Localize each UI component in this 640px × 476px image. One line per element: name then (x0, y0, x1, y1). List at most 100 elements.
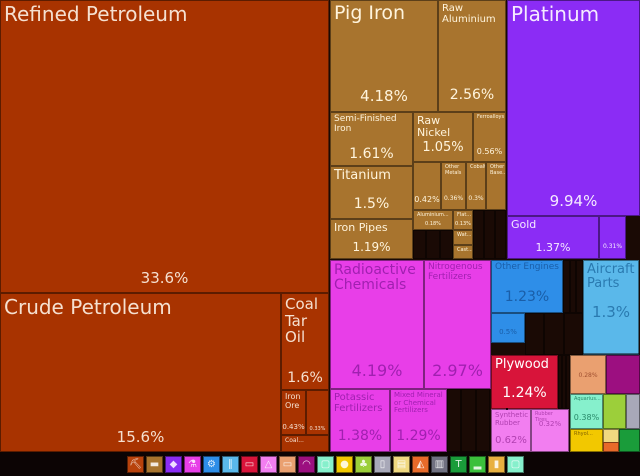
treemap-cell[interactable]: Radioactive Chemicals 4.19% (330, 260, 424, 389)
treemap-cell[interactable] (495, 210, 506, 259)
treemap-cell[interactable] (619, 429, 640, 452)
treemap-cell[interactable]: Potassic Fertilizers 1.38% (330, 389, 390, 452)
treemap-cell[interactable]: Plywood 1.24% (491, 355, 558, 409)
treemap-cell[interactable]: Crude Petroleum 15.6% (0, 293, 281, 452)
foodstuffs-icon[interactable]: ▤ (393, 456, 410, 473)
treemap-cell[interactable]: Raw Aluminium 2.56% (438, 0, 506, 112)
treemap-cell[interactable] (558, 355, 562, 409)
treemap-cell[interactable]: Gold 1.37% (507, 216, 599, 259)
treemap-cell[interactable] (426, 230, 440, 259)
cell-value: 1.24% (502, 385, 547, 401)
animal-icon[interactable]: ● (336, 456, 353, 473)
cell-value: 2.56% (449, 87, 495, 103)
treemap-cell[interactable]: Refined Petroleum 33.6% (0, 0, 329, 293)
treemap-cell[interactable]: Ferroalloys 0.56% (473, 112, 506, 162)
treemap-cell[interactable]: Cobalt 0.3% (466, 162, 486, 210)
treemap-cell[interactable]: Flat... 0.13% (453, 210, 473, 230)
treemap-cell[interactable] (606, 355, 640, 394)
treemap-cell[interactable] (601, 353, 621, 355)
treemap-cell[interactable]: Semi-Finished Iron 1.61% (330, 112, 413, 166)
mineral-pick-icon[interactable]: ⛏ (127, 456, 144, 473)
treemap-cell[interactable] (461, 389, 476, 452)
treemap-cell[interactable]: 0.33% (306, 390, 329, 435)
wood-icon[interactable]: ▭ (241, 456, 258, 473)
cell-value: 1.05% (422, 140, 464, 155)
treemap-cell[interactable] (447, 389, 462, 452)
cell-label: Other Base... (490, 164, 506, 176)
cell-value: 1.3% (591, 303, 631, 321)
treemap-cell[interactable] (563, 260, 570, 313)
treemap-cell[interactable]: Coal... (281, 435, 329, 452)
weapons-icon[interactable]: ▮ (488, 456, 505, 473)
art-easel-icon[interactable]: ▥ (431, 456, 448, 473)
treemap-cell[interactable] (620, 353, 639, 355)
treemap-cell[interactable] (484, 210, 495, 259)
treemap-cell[interactable]: Platinum 9.94% (507, 0, 640, 216)
treemap-cell[interactable] (569, 260, 577, 313)
treemap-cell[interactable] (473, 210, 484, 259)
cell-label: Other Metals (445, 164, 462, 176)
treemap-cell[interactable]: Aluminium... 0.18% (413, 210, 453, 230)
treemap-cell[interactable] (566, 355, 570, 409)
cell-label: Plywood (495, 357, 549, 372)
treemap-cell[interactable]: Raw Nickel 1.05% (413, 112, 473, 162)
treemap-cell[interactable] (525, 313, 545, 355)
treemap-cell[interactable]: Iron Pipes 1.19% (330, 219, 413, 259)
cell-label: Aluminium... (417, 212, 449, 218)
gear-machines-icon[interactable]: ⚙ (203, 456, 220, 473)
treemap-cell[interactable]: Aquarius... 0.38% (570, 394, 603, 429)
treemap-cell[interactable]: Wat... (453, 230, 473, 245)
treemap-cell[interactable]: Mixed Mineral or Chemical Fertilizers 1.2… (390, 389, 447, 452)
treemap-cell[interactable] (506, 408, 508, 410)
treemap-cell[interactable]: 0.31% (599, 216, 626, 259)
sofa-misc-icon[interactable]: ▭ (279, 456, 296, 473)
anvil-metals-icon[interactable]: ▬ (146, 456, 163, 473)
treemap-cell[interactable]: 0.28% (570, 355, 606, 394)
plastics-icon[interactable]: △ (260, 456, 277, 473)
treemap-cell[interactable]: Cast... (453, 245, 473, 259)
treemap-cell[interactable]: Pig Iron 4.18% (330, 0, 438, 112)
treemap-cell[interactable]: 0.5% (491, 313, 525, 343)
treemap-cell[interactable] (439, 230, 453, 259)
treemap-cell[interactable] (576, 260, 583, 313)
treemap-cell[interactable] (583, 353, 602, 355)
treemap-cell[interactable] (603, 442, 619, 452)
treemap-cell[interactable]: Coal Tar Oil 1.6% (281, 293, 329, 390)
treemap-cell[interactable] (544, 313, 564, 355)
treemap: Refined Petroleum 33.6% Crude Petroleum 15.… (0, 0, 640, 452)
treemap-cell[interactable]: Rubber Tires 0.32% (531, 409, 569, 452)
treemap-cell[interactable] (506, 408, 508, 410)
diamond-icon[interactable]: ◆ (165, 456, 182, 473)
cell-label: Wat... (457, 232, 472, 238)
textiles-shirt-icon[interactable]: T (450, 456, 467, 473)
treemap-cell[interactable] (603, 394, 626, 429)
treemap-cell[interactable] (475, 389, 490, 452)
treemap-cell[interactable]: Synthetic Rubber 0.62% (491, 409, 531, 452)
stone-icon[interactable]: ▢ (317, 456, 334, 473)
treemap-cell[interactable]: Other Engines 1.23% (491, 260, 563, 313)
flask-chemicals-icon[interactable]: ⚗ (184, 456, 201, 473)
cell-value: 0.42% (414, 195, 440, 204)
other-icon[interactable]: ▢ (507, 456, 524, 473)
treemap-cell[interactable]: Titanium 1.5% (330, 166, 413, 219)
treemap-cell[interactable]: Iron Ore 0.43% (281, 390, 306, 435)
vegetable-icon[interactable]: ♣ (355, 456, 372, 473)
treemap-cell[interactable]: 0.42% (413, 162, 441, 210)
treemap-cell[interactable]: Rhyol... (570, 429, 603, 452)
hide-icon[interactable]: ◭ (412, 456, 429, 473)
footwear-icon[interactable]: ▂ (469, 456, 486, 473)
treemap-cell[interactable] (563, 313, 583, 355)
treemap-cell[interactable] (626, 394, 640, 429)
treemap-cell[interactable] (413, 230, 427, 259)
cell-label: Aquarius... (574, 396, 601, 402)
paper-book-icon[interactable]: ▯ (374, 456, 391, 473)
cell-value: 1.6% (287, 370, 323, 386)
treemap-cell[interactable]: Other Metals 0.36% (441, 162, 466, 210)
gauge-instruments-icon[interactable]: ◠ (298, 456, 315, 473)
treemap-cell[interactable]: Aircraft Parts 1.3% (583, 260, 639, 355)
treemap-cell[interactable]: Nitrogenous Fertilizers 2.97% (424, 260, 491, 389)
transport-icon[interactable]: ∥ (222, 456, 239, 473)
treemap-cell[interactable]: Other Base... (486, 162, 506, 210)
treemap-cell[interactable] (562, 355, 566, 409)
treemap-cell[interactable] (506, 408, 508, 410)
